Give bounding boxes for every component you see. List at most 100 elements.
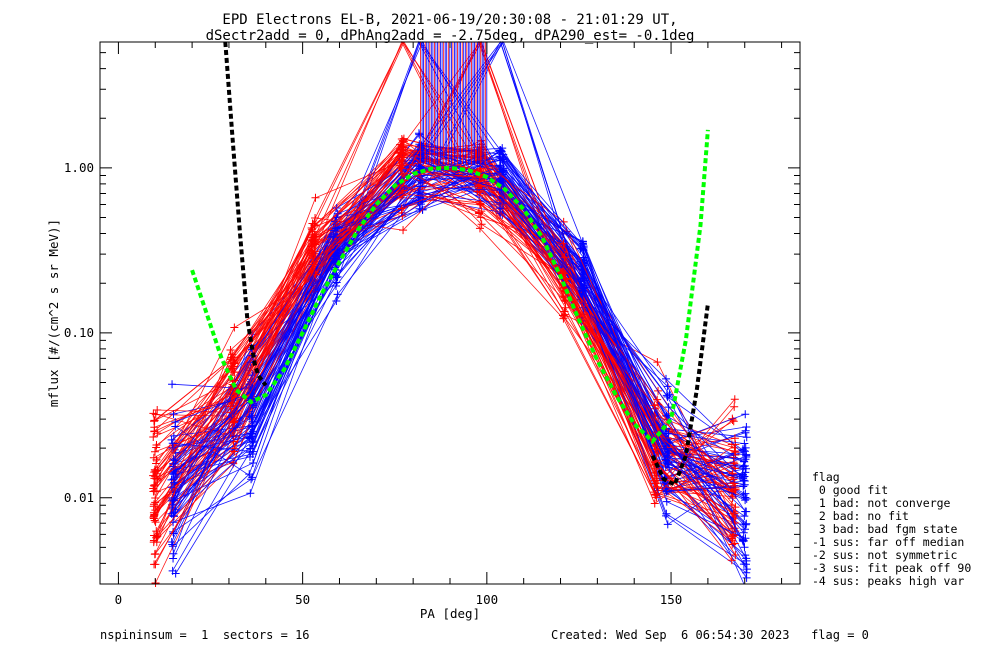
trace-marker-90-4: [475, 224, 484, 233]
trace-marker-101-1: [247, 413, 256, 422]
trace-marker-116-7: [728, 487, 737, 496]
trace-marker-101-4: [496, 146, 505, 155]
legend-entry: -4 sus: peaks high var: [812, 574, 965, 588]
trace-line-121: [173, 166, 745, 486]
legend-entry: 3 bad: bad fgm state: [812, 522, 958, 536]
trace-marker-121-7: [740, 480, 749, 489]
trace-marker-112-2: [307, 225, 316, 234]
trace-marker-121-6: [663, 460, 672, 469]
trace-marker-114-7: [730, 402, 739, 411]
trace-marker-120-1: [228, 415, 237, 424]
trace-marker-46-0: [151, 410, 160, 419]
trace-marker-41-7: [741, 551, 750, 560]
trace-marker-111-0: [167, 496, 176, 505]
trace-marker-3-7: [742, 422, 751, 431]
trace-marker-109-3: [416, 192, 425, 201]
trace-marker-114-0: [151, 560, 160, 569]
trace-marker-118-3: [398, 161, 407, 170]
y-tick-label-0: 0.01: [64, 490, 94, 505]
trace-marker-85-7: [739, 528, 748, 537]
trace-marker-97-7: [740, 439, 749, 448]
trace-marker-89-1: [249, 458, 258, 467]
trace-marker-119-6: [662, 444, 671, 453]
trace-marker-114-6: [652, 493, 661, 502]
legend-entry: -2 sus: not symmetric: [812, 548, 958, 562]
trace-marker-88-4: [475, 200, 484, 209]
trace-marker-106-4: [477, 220, 486, 229]
legend-entry: -3 sus: fit peak off 90: [812, 561, 972, 575]
trace-marker-111-2: [330, 226, 339, 235]
trace-marker-118-7: [727, 556, 736, 565]
trace-marker-103-6: [664, 438, 673, 447]
trace-marker-68-7: [730, 395, 739, 404]
trace-line-20: [154, 138, 734, 555]
trace-marker-69-1: [246, 489, 255, 498]
x-tick-label-0: 0: [115, 592, 123, 607]
footer-right: Created: Wed Sep 6 06:54:30 2023 flag = …: [551, 628, 869, 642]
trace-marker-116-0: [151, 467, 160, 476]
trace-marker-61-7: [742, 507, 751, 516]
trace-marker-73-7: [741, 525, 750, 534]
trace-marker-97-1: [248, 473, 257, 482]
trace-marker-88-0: [152, 459, 161, 468]
y-tick-label-1: 0.10: [64, 325, 94, 340]
trace-marker-113-3: [416, 182, 425, 191]
trace-marker-93-4: [497, 194, 506, 203]
x-tick-label-100: 100: [476, 592, 499, 607]
trace-line-116: [155, 165, 733, 492]
trace-marker-120-5: [560, 269, 569, 278]
trace-marker-105-0: [169, 460, 178, 469]
trace-marker-91-7: [741, 520, 750, 529]
trace-marker-79-7: [742, 556, 751, 565]
trace-marker-109-0: [167, 509, 176, 518]
trace-line-120: [155, 172, 734, 515]
trace-marker-107-6: [663, 382, 672, 391]
trace-marker-119-2: [333, 272, 342, 281]
trace-marker-99-6: [662, 391, 671, 400]
trace-line-88: [155, 174, 736, 517]
trace-marker-113-6: [662, 487, 671, 496]
trace-marker-92-6: [651, 445, 660, 454]
y-tick-label-2: 1.00: [64, 160, 94, 175]
trace-marker-111-4: [498, 167, 507, 176]
trace-marker-119-1: [248, 447, 257, 456]
trace-marker-110-4: [476, 199, 485, 208]
footer-left: nspininsum = 1 sectors = 16: [100, 628, 310, 642]
trace-line-113: [171, 186, 744, 492]
trace-marker-109-7: [738, 535, 747, 544]
trace-marker-101-6: [662, 429, 671, 438]
trace-marker-102-5: [558, 267, 567, 276]
trace-marker-112-1: [230, 392, 239, 401]
trace-marker-119-0: [168, 439, 177, 448]
legend-entry: 1 bad: not converge: [812, 496, 951, 510]
trace-marker-20-6: [653, 358, 662, 367]
trace-marker-69-7: [741, 428, 750, 437]
trace-line-41: [173, 164, 746, 556]
fit-curve-green: [190, 129, 710, 445]
trace-marker-31-7: [742, 433, 751, 442]
trace-marker-111-5: [580, 276, 589, 285]
trace-marker-106-1: [230, 447, 239, 456]
trace-marker-117-0: [168, 566, 177, 575]
trace-marker-103-7: [741, 410, 750, 419]
trace-marker-20-0: [151, 549, 160, 558]
trace-line-111: [171, 171, 744, 502]
trace-marker-113-0: [167, 483, 176, 492]
trace-marker-25-6: [661, 374, 670, 383]
trace-line-110: [154, 192, 735, 491]
trace-marker-102-0: [150, 447, 159, 456]
trace-marker-39-0: [168, 380, 177, 389]
trace-marker-108-6: [652, 483, 661, 492]
trace-marker-100-1: [230, 359, 239, 368]
legend-title: flag: [812, 470, 840, 484]
y-axis-label: mflux [#/(cm^2 s sr MeV)]: [46, 219, 61, 407]
chart-title-line-1: EPD Electrons EL-B, 2021-06-19/20:30:08 …: [222, 12, 677, 28]
trace-marker-120-3: [398, 169, 407, 178]
trace-marker-80-0: [153, 406, 162, 415]
trace-marker-105-6: [662, 497, 671, 506]
trace-marker-106-3: [397, 140, 406, 149]
trace-marker-115-7: [739, 462, 748, 471]
flag-legend: flag 0 good fit 1 bad: not converge 2 ba…: [812, 471, 971, 588]
trace-marker-76-3: [399, 226, 408, 235]
